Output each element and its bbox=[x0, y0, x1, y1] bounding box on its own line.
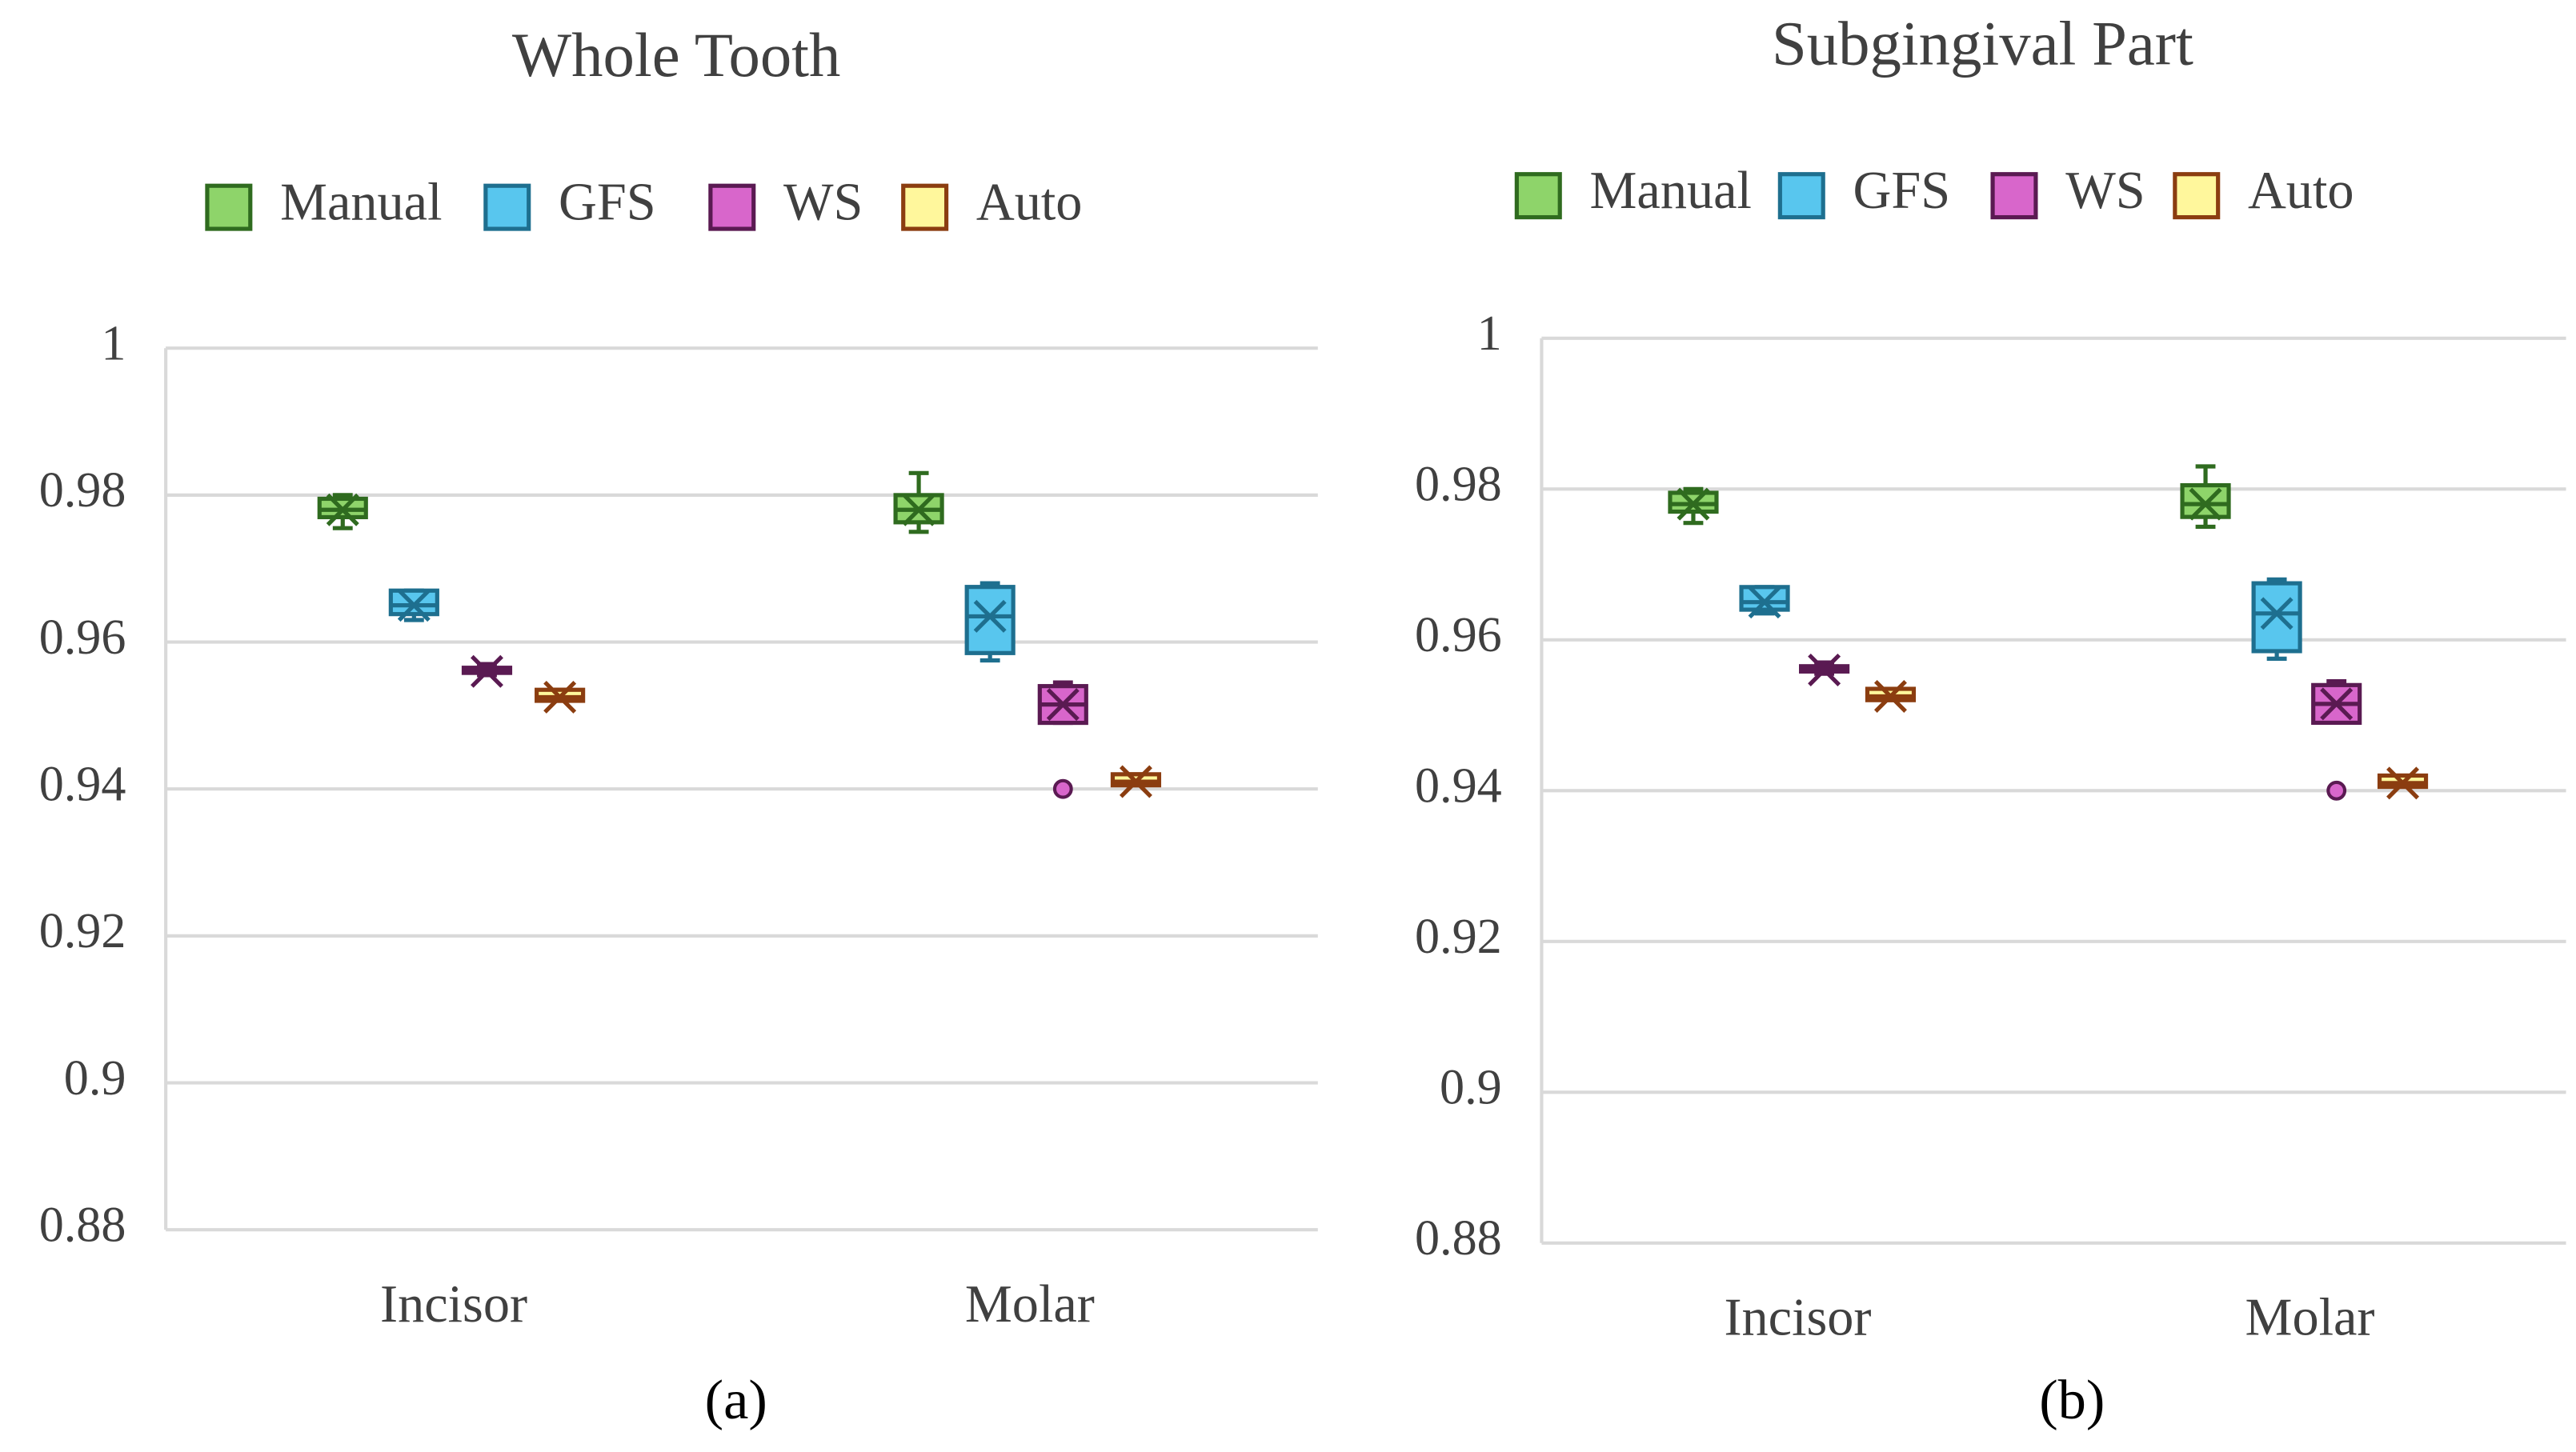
legend-label: Manual bbox=[280, 173, 442, 231]
legend-label: Auto bbox=[976, 173, 1083, 231]
y-tick-label: 0.94 bbox=[39, 757, 126, 811]
y-tick-label: 0.9 bbox=[64, 1051, 126, 1106]
legend-label: Auto bbox=[2248, 162, 2354, 220]
mean-marker bbox=[902, 493, 935, 526]
legend-label: WS bbox=[2065, 162, 2145, 220]
y-tick-label: 0.88 bbox=[39, 1198, 126, 1252]
y-tick-label: 0.98 bbox=[39, 463, 126, 518]
mean-marker bbox=[973, 599, 1007, 633]
mean-marker bbox=[543, 680, 577, 714]
legend-label: GFS bbox=[1853, 162, 1950, 220]
x-tick-label: Molar bbox=[965, 1275, 1095, 1334]
x-tick-label: Molar bbox=[2245, 1288, 2375, 1346]
mean-marker bbox=[1873, 679, 1907, 713]
mean-marker bbox=[1046, 688, 1080, 722]
caption: (b) bbox=[2039, 1369, 2105, 1431]
y-tick-label: 1 bbox=[101, 316, 126, 370]
legend-label: GFS bbox=[559, 173, 656, 231]
chart-title: Whole Tooth bbox=[512, 21, 841, 90]
box bbox=[2251, 581, 2302, 654]
mean-marker bbox=[326, 493, 359, 526]
outlier bbox=[2326, 780, 2347, 801]
y-tick-label: 0.96 bbox=[1415, 608, 1502, 662]
mean-marker bbox=[471, 654, 503, 688]
chart-title: Subgingival Part bbox=[1772, 9, 2193, 78]
x-tick-label: Incisor bbox=[380, 1275, 527, 1334]
box bbox=[2180, 482, 2231, 519]
mean-marker bbox=[1748, 586, 1781, 619]
y-tick-label: 0.98 bbox=[1415, 458, 1502, 512]
legend-swatch bbox=[1777, 172, 1825, 220]
mean-marker bbox=[2386, 766, 2420, 800]
mean-marker bbox=[2189, 487, 2222, 521]
mean-marker bbox=[1119, 765, 1152, 798]
mean-marker bbox=[2320, 687, 2354, 721]
x-tick-label: Incisor bbox=[1724, 1288, 1871, 1346]
legend-label: WS bbox=[783, 173, 863, 231]
legend-swatch bbox=[205, 183, 253, 231]
legend-swatch bbox=[708, 183, 756, 231]
legend-label: Manual bbox=[1590, 162, 1752, 220]
legend-swatch bbox=[1514, 172, 1562, 220]
box bbox=[1739, 585, 1790, 612]
mean-marker bbox=[1808, 654, 1841, 686]
y-tick-label: 0.9 bbox=[1440, 1061, 1502, 1115]
y-tick-label: 0.92 bbox=[39, 904, 126, 958]
legend-swatch bbox=[901, 183, 949, 231]
box bbox=[964, 585, 1016, 655]
legend-swatch bbox=[2173, 172, 2221, 220]
outlier bbox=[1052, 778, 1073, 799]
legend-swatch bbox=[483, 183, 531, 231]
mean-marker bbox=[1677, 487, 1710, 521]
y-tick-label: 0.88 bbox=[1415, 1211, 1502, 1266]
y-tick-label: 0.92 bbox=[1415, 910, 1502, 964]
mean-marker bbox=[397, 589, 431, 622]
legend-swatch bbox=[1990, 172, 2038, 220]
box bbox=[388, 588, 439, 617]
y-tick-label: 1 bbox=[1477, 306, 1502, 361]
mean-marker bbox=[2260, 597, 2294, 630]
y-tick-label: 0.94 bbox=[1415, 759, 1502, 814]
caption: (a) bbox=[705, 1369, 767, 1431]
y-tick-label: 0.96 bbox=[39, 610, 126, 665]
